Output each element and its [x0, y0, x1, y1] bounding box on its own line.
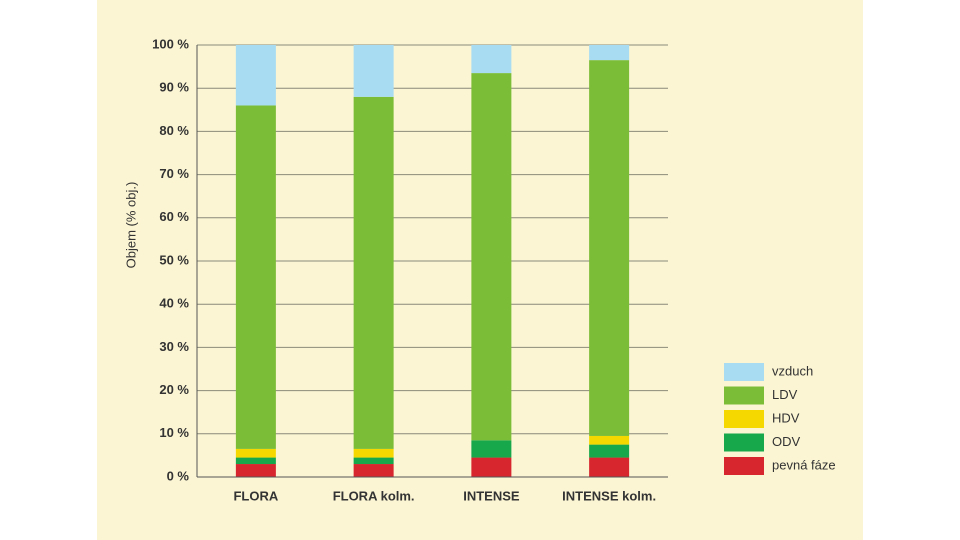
x-tick-label: INTENSE kolm.	[562, 488, 656, 503]
legend-label: vzduch	[772, 363, 813, 378]
bar-segment	[471, 45, 512, 74]
bar-segment	[353, 96, 394, 449]
bar-segment	[353, 457, 394, 465]
x-tick-label: INTENSE	[463, 488, 520, 503]
bar-segment	[589, 45, 630, 61]
legend-label: LDV	[772, 387, 798, 402]
bar-segment	[235, 105, 276, 449]
legend-label: pevná fáze	[772, 457, 836, 472]
y-tick-label: 60 %	[159, 209, 189, 224]
legend-label: HDV	[772, 410, 800, 425]
legend-swatch	[724, 410, 764, 428]
y-tick-label: 20 %	[159, 382, 189, 397]
bar-segment	[589, 60, 630, 436]
legend-swatch	[724, 363, 764, 381]
y-tick-label: 0 %	[167, 468, 190, 483]
legend-label: ODV	[772, 434, 801, 449]
bar-segment	[235, 448, 276, 458]
y-tick-label: 40 %	[159, 296, 189, 311]
x-tick-label: FLORA	[233, 488, 278, 503]
legend-swatch	[724, 433, 764, 452]
bar-segment	[471, 457, 512, 477]
bar-segment	[353, 448, 394, 458]
y-tick-label: 100 %	[152, 36, 189, 51]
y-tick-label: 10 %	[159, 425, 189, 440]
legend-swatch	[724, 386, 764, 405]
bar-segment	[353, 45, 394, 97]
bar-segment	[589, 444, 630, 458]
bar-segment	[235, 45, 276, 106]
y-tick-label: 30 %	[159, 339, 189, 354]
bar-segment	[235, 457, 276, 465]
y-tick-label: 90 %	[159, 80, 189, 95]
bar-segment	[589, 435, 630, 445]
bar-segment	[353, 464, 394, 477]
bar-segment	[471, 73, 512, 441]
bar-segment	[471, 440, 512, 458]
bar-segment	[235, 464, 276, 477]
bar-segment	[589, 457, 630, 477]
y-tick-label: 70 %	[159, 166, 189, 181]
legend-swatch	[724, 457, 764, 475]
x-tick-label: FLORA kolm.	[333, 488, 415, 503]
y-axis-label: Objem (% obj.)	[123, 182, 138, 269]
y-tick-label: 80 %	[159, 123, 189, 138]
y-tick-label: 50 %	[159, 252, 189, 267]
